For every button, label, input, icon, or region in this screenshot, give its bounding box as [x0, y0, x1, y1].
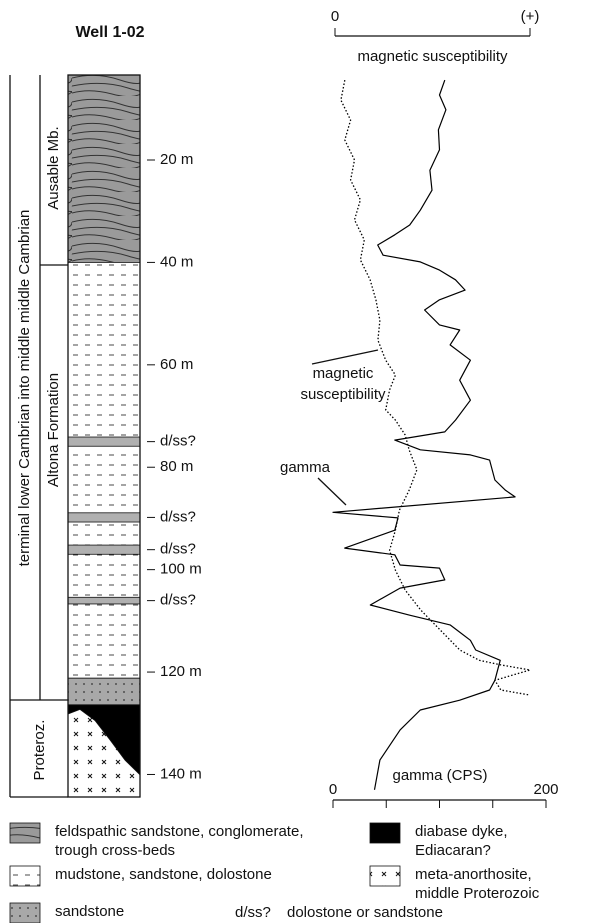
x-tick-label: 200: [533, 781, 558, 798]
lithology-unit: [68, 678, 140, 705]
legend-label: Ediacaran?: [415, 842, 491, 859]
dss-label: d/ss?: [160, 508, 196, 525]
legend-swatch: [370, 823, 400, 843]
x-axis-label: gamma (CPS): [392, 767, 487, 784]
dss-bed: [68, 597, 140, 604]
x2-tick-label: 0: [331, 8, 339, 25]
lithology-unit: [68, 262, 140, 678]
unit-label: Proteroz.: [31, 720, 48, 781]
depth-tick-label: 100 m: [160, 561, 202, 578]
log-curve: [333, 80, 515, 790]
x2-tick-label: (+): [521, 8, 540, 25]
dss-bed: [68, 513, 140, 522]
depth-tick-label: 140 m: [160, 765, 202, 782]
dss-bed: [68, 437, 140, 446]
depth-tick-label: 60 m: [160, 356, 193, 373]
dss-label: d/ss?: [160, 541, 196, 558]
depth-tick-label: 20 m: [160, 151, 193, 168]
legend-label: diabase dyke,: [415, 823, 508, 840]
series-annotation: susceptibility: [300, 386, 386, 403]
legend-label: trough cross-beds: [55, 842, 175, 859]
unit-label: terminal lower Cambrian into middle midd…: [16, 210, 33, 567]
depth-tick-label: 80 m: [160, 458, 193, 475]
legend-label: middle Proterozoic: [415, 885, 540, 902]
legend-swatch: [10, 823, 40, 843]
legend-label: feldspathic sandstone, conglomerate,: [55, 823, 304, 840]
x2-axis-label: magnetic susceptibility: [357, 48, 508, 65]
x-tick-label: 0: [329, 781, 337, 798]
legend-note-key: d/ss?: [235, 904, 271, 921]
legend-swatch: [370, 866, 400, 886]
legend-label: mudstone, sandstone, dolostone: [55, 866, 272, 883]
legend-swatch: [10, 903, 40, 923]
lithology-unit: [68, 75, 140, 262]
leader-line: [318, 478, 346, 505]
depth-tick-label: 40 m: [160, 253, 193, 270]
unit-label: Ausable Mb.: [45, 126, 62, 209]
legend-note-text: dolostone or sandstone: [287, 904, 443, 921]
unit-label: Altona Formation: [45, 373, 62, 487]
figure-title: Well 1-02: [75, 24, 144, 41]
legend-label: meta-anorthosite,: [415, 866, 532, 883]
dss-label: d/ss?: [160, 592, 196, 609]
legend-swatch: [10, 866, 40, 886]
depth-tick-label: 120 m: [160, 663, 202, 680]
well-log-figure: Well 1-02 d/ss? d/ss? d/ss? d/ss? 20 m 40 m 60…: [0, 0, 606, 923]
legend-label: sandstone: [55, 903, 124, 920]
series-annotation: magnetic: [313, 365, 374, 382]
series-annotation: gamma: [280, 459, 331, 476]
dss-bed: [68, 545, 140, 554]
leader-line: [312, 350, 378, 364]
dss-label: d/ss?: [160, 433, 196, 450]
